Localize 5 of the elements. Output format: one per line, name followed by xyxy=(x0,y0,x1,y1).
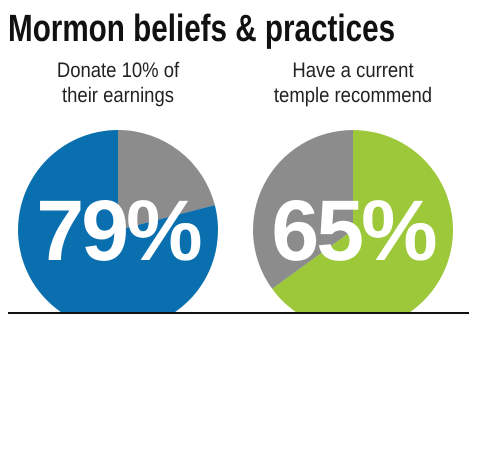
chart-subtitle: Donate 10% of their earnings xyxy=(56,58,180,108)
data-label: 65% xyxy=(271,183,436,279)
chart-title: Mormon beliefs & practices xyxy=(8,8,396,50)
chart-subtitle: Have a current temple recommend xyxy=(272,58,434,108)
data-label: 79% xyxy=(36,183,202,279)
